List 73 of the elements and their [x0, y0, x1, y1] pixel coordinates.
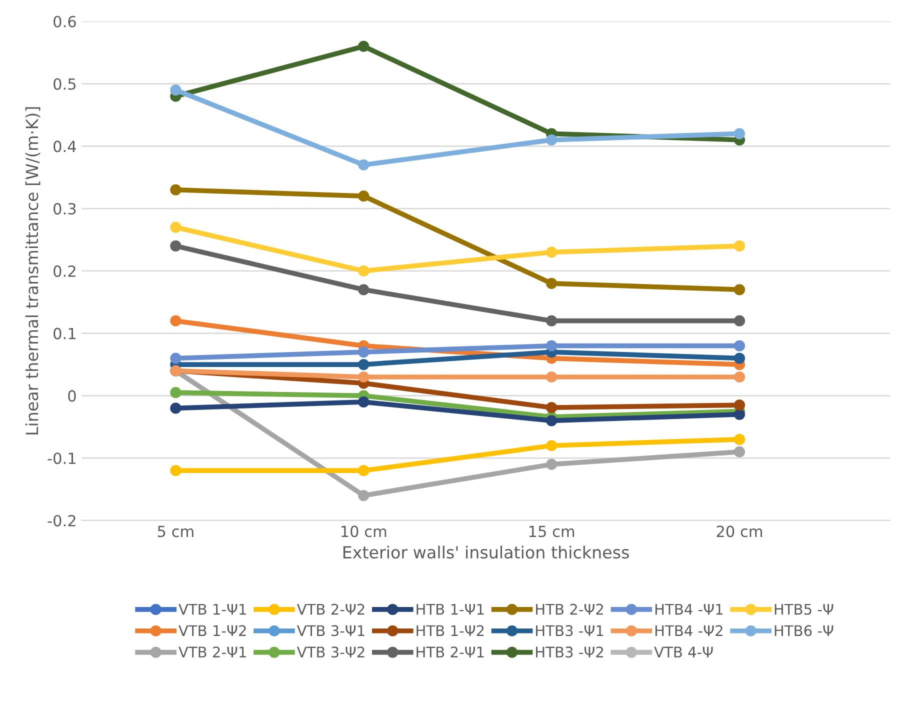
- point: [358, 465, 370, 476]
- point: [546, 278, 558, 289]
- point: [546, 134, 558, 146]
- legend-label: HTB4 -Ψ2: [655, 625, 722, 636]
- point: [734, 128, 746, 140]
- legend-label: HTB 2-Ψ1: [416, 646, 484, 658]
- legend-label: HTB4 -Ψ1: [655, 604, 722, 615]
- point: [170, 402, 182, 414]
- y-tick-label: 0.6: [54, 16, 76, 28]
- point: [358, 159, 370, 170]
- point: [546, 402, 558, 414]
- point: [546, 315, 558, 326]
- legend-label: VTB 1-Ψ2: [178, 625, 246, 636]
- point: [170, 465, 182, 476]
- legend-label: HTB 1-Ψ2: [416, 625, 484, 636]
- point: [546, 246, 558, 258]
- y-axis-title: Linear thermal transmittance [W/(m·K)]: [25, 107, 40, 434]
- y-tick-label: -0.2: [48, 514, 76, 527]
- point: [358, 490, 370, 502]
- point: [734, 340, 746, 352]
- point: [358, 396, 370, 408]
- point: [546, 458, 558, 470]
- legend-label: HTB5 -Ψ: [774, 604, 834, 615]
- point: [358, 190, 370, 202]
- legend-label: VTB 2-Ψ2: [296, 604, 364, 615]
- legend-label: HTB3 -Ψ2: [536, 646, 603, 658]
- legend-label: VTB 1-Ψ1: [178, 604, 246, 615]
- point: [170, 184, 182, 196]
- point: [170, 222, 182, 233]
- point: [546, 340, 558, 352]
- point: [734, 352, 746, 364]
- point: [358, 346, 370, 358]
- point: [734, 408, 746, 420]
- y-tick-label: -0.1: [48, 452, 76, 464]
- y-tick-label: 0.1: [54, 328, 76, 340]
- x-axis-title: Exterior walls' insulation thickness: [343, 546, 629, 559]
- point: [170, 352, 182, 364]
- y-tick-label: 0.4: [54, 140, 76, 152]
- x-tick-label: 5 cm: [158, 526, 194, 538]
- point: [546, 371, 558, 383]
- point: [734, 284, 746, 296]
- point: [358, 40, 370, 52]
- point: [170, 387, 182, 398]
- point: [358, 284, 370, 296]
- point: [170, 315, 182, 326]
- point: [358, 358, 370, 370]
- legend-label: VTB 2-Ψ1: [178, 646, 246, 658]
- point: [734, 400, 746, 411]
- y-tick-label: 0: [68, 390, 76, 402]
- legend-label: HTB 1-Ψ1: [416, 604, 484, 615]
- point: [170, 84, 182, 96]
- y-tick-label: 0.2: [54, 265, 76, 277]
- legend-label: HTB 2-Ψ2: [536, 604, 603, 615]
- y-tick-label: 0.5: [54, 78, 76, 90]
- point: [734, 446, 746, 458]
- legend-label: VTB 3-Ψ1: [296, 625, 364, 636]
- point: [734, 434, 746, 445]
- point: [170, 240, 182, 252]
- point: [358, 371, 370, 383]
- x-tick-label: 10 cm: [342, 526, 386, 538]
- point: [546, 415, 558, 426]
- legend-label: VTB 3-Ψ2: [296, 646, 364, 658]
- legend-label: HTB6 -Ψ: [774, 625, 834, 636]
- point: [734, 240, 746, 252]
- legend-label: VTB 4-Ψ: [654, 646, 713, 658]
- legend-label: HTB3 -Ψ1: [536, 625, 604, 636]
- x-tick-label: 15 cm: [529, 526, 574, 538]
- point: [358, 265, 370, 276]
- x-tick-label: 20 cm: [716, 526, 762, 538]
- point: [734, 371, 746, 383]
- point: [734, 315, 746, 326]
- point: [546, 440, 558, 452]
- y-tick-label: 0.3: [54, 203, 76, 215]
